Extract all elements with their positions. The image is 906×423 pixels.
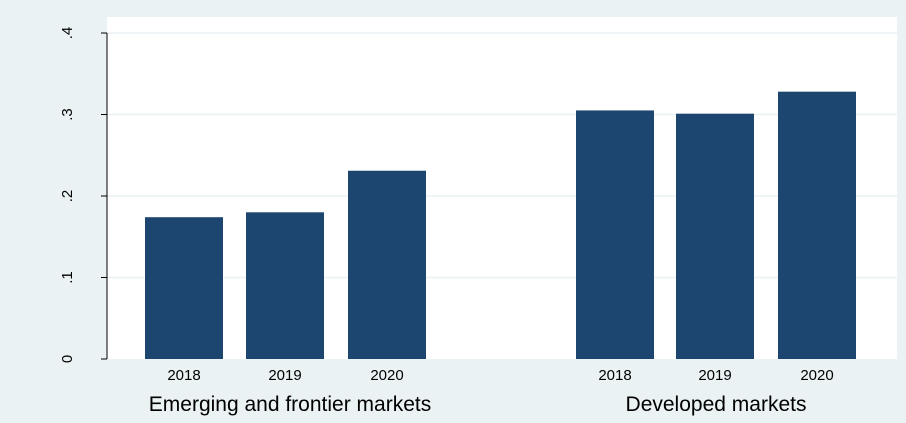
x-axis: 2018 2019 2020 Emerging and frontier market… <box>149 367 834 416</box>
y-tick-label: .1 <box>59 271 76 284</box>
x-tick-label: 2018 <box>598 367 631 384</box>
x-tick-label: 2020 <box>370 367 403 384</box>
x-tick-label: 2020 <box>800 367 833 384</box>
y-tick-label: 0 <box>59 355 76 363</box>
bar <box>576 110 654 359</box>
bar <box>246 212 324 359</box>
y-axis: 0 .1 .2 .3 .4 <box>59 27 108 363</box>
y-tick-label: .4 <box>59 27 76 40</box>
y-tick-label: .2 <box>59 190 76 203</box>
bars <box>145 91 856 360</box>
plot-area <box>107 17 897 359</box>
group-label: Developed markets <box>626 393 807 416</box>
bar <box>676 113 754 359</box>
y-tick-label: .3 <box>59 108 76 121</box>
group-label: Emerging and frontier markets <box>149 393 431 416</box>
bar <box>145 217 223 359</box>
x-tick-label: 2019 <box>698 367 731 384</box>
gridlines <box>107 32 897 279</box>
bar <box>778 91 856 360</box>
bar <box>348 170 426 359</box>
x-tick-label: 2018 <box>167 367 200 384</box>
x-tick-label: 2019 <box>268 367 301 384</box>
